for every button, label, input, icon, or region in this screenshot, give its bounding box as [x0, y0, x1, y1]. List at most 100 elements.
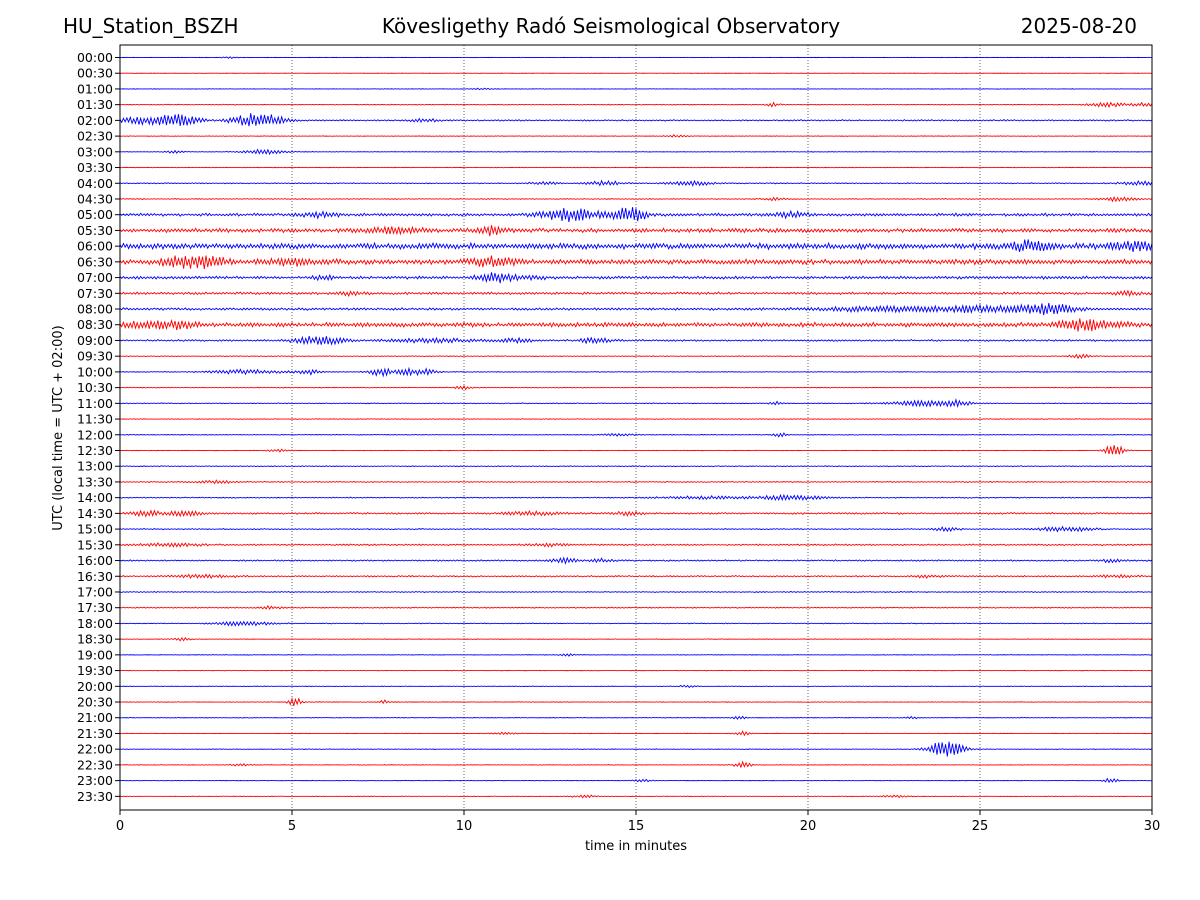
y-tick-label: 17:00	[77, 584, 113, 599]
trace-0600	[119, 239, 1153, 252]
y-tick-label: 07:30	[77, 286, 113, 301]
y-tick-label: 10:00	[77, 364, 113, 379]
y-tick-label: 14:30	[77, 506, 113, 521]
trace-1700	[119, 590, 1153, 594]
y-tick-label: 00:30	[77, 66, 113, 81]
y-tick-label: 01:30	[77, 97, 113, 112]
y-tick-label: 11:00	[77, 396, 113, 411]
trace-1730	[119, 604, 1153, 610]
y-tick-label: 20:30	[77, 695, 113, 710]
y-tick-label: 15:00	[77, 522, 113, 537]
trace-1600	[119, 556, 1153, 565]
trace-1930	[119, 669, 1153, 672]
y-tick-label: 02:30	[77, 129, 113, 144]
y-tick-label: 16:30	[77, 569, 113, 584]
trace-0300	[119, 148, 1153, 156]
y-tick-label: 14:00	[77, 490, 113, 505]
y-tick-label: 13:30	[77, 474, 113, 489]
y-tick-label: 19:00	[77, 647, 113, 662]
trace-2100	[119, 715, 1153, 720]
chart-title: Kövesligethy Radó Seismological Observat…	[381, 14, 841, 38]
y-tick-label: 17:30	[77, 600, 113, 615]
trace-1230	[119, 445, 1153, 455]
y-tick-label: 19:30	[77, 663, 113, 678]
y-tick-label: 08:00	[77, 302, 113, 317]
trace-1130	[119, 418, 1153, 420]
y-tick-label: 10:30	[77, 380, 113, 395]
trace-0430	[119, 196, 1153, 203]
x-tick-label-15: 15	[628, 819, 645, 834]
x-ticks: 0 5 10 15 20 25 30	[116, 810, 1160, 834]
x-tick-label-10: 10	[456, 819, 473, 834]
y-tick-label: 09:00	[77, 333, 113, 348]
y-tick-label: 18:00	[77, 616, 113, 631]
trace-2230	[119, 760, 1153, 769]
y-tick-label: 01:00	[77, 81, 113, 96]
trace-1000	[119, 366, 1153, 378]
trace-0700	[119, 272, 1153, 284]
trace-0730	[119, 289, 1153, 298]
y-tick-label: 18:30	[77, 632, 113, 647]
trace-0130	[119, 101, 1153, 109]
trace-0630	[119, 255, 1153, 270]
plot-frame	[119, 44, 1153, 811]
y-tick-label: 03:00	[77, 144, 113, 159]
chart-date: 2025-08-20	[1020, 14, 1137, 38]
y-tick-label: 21:30	[77, 726, 113, 741]
trace-0500	[119, 207, 1153, 223]
y-tick-label: 04:30	[77, 191, 113, 206]
y-tick-label: 02:00	[77, 113, 113, 128]
trace-1900	[119, 653, 1153, 657]
trace-0230	[119, 134, 1153, 138]
y-tick-label: 06:00	[77, 239, 113, 254]
y-tick-label: 15:30	[77, 537, 113, 552]
y-tick-label: 13:00	[77, 459, 113, 474]
trace-1530	[119, 542, 1153, 548]
trace-0200	[119, 113, 1153, 127]
trace-1300	[119, 465, 1153, 468]
trace-0900	[119, 335, 1153, 346]
y-tick-label: 11:30	[77, 412, 113, 427]
trace-1200	[119, 432, 1153, 438]
trace-0830	[119, 318, 1153, 332]
y-tick-label: 12:30	[77, 443, 113, 458]
x-tick-label-20: 20	[800, 819, 817, 834]
trace-1430	[119, 509, 1153, 518]
seismic-traces	[119, 56, 1153, 799]
y-tick-label: 05:00	[77, 207, 113, 222]
y-tick-label: 06:30	[77, 254, 113, 269]
y-tick-label: 08:30	[77, 317, 113, 332]
trace-0000	[119, 56, 1153, 59]
y-tick-label: 03:30	[77, 160, 113, 175]
y-axis-label: UTC (local time = UTC + 02:00)	[51, 325, 66, 530]
y-tick-label: 20:00	[77, 679, 113, 694]
grid-lines	[291, 45, 981, 810]
trace-1800	[119, 620, 1153, 627]
station-name: HU_Station_BSZH	[63, 14, 239, 38]
trace-0530	[119, 225, 1153, 237]
trace-2030	[119, 697, 1153, 707]
y-tick-label: 21:00	[77, 710, 113, 725]
trace-1830	[119, 636, 1153, 642]
y-tick-label: 23:00	[77, 773, 113, 788]
y-tick-label: 16:00	[77, 553, 113, 568]
trace-2330	[119, 794, 1153, 799]
trace-0330	[119, 166, 1153, 169]
trace-1500	[119, 525, 1153, 533]
y-tick-labels: 00:0000:3001:0001:3002:0002:3003:0003:30…	[77, 50, 120, 804]
trace-1330	[119, 479, 1153, 485]
trace-1400	[119, 493, 1153, 502]
trace-1630	[119, 573, 1153, 580]
trace-1030	[119, 384, 1153, 391]
y-tick-label: 23:30	[77, 789, 113, 804]
y-tick-label: 22:30	[77, 757, 113, 772]
x-tick-label-0: 0	[116, 819, 124, 834]
trace-2000	[119, 684, 1153, 689]
y-tick-label: 05:30	[77, 223, 113, 238]
trace-0400	[119, 179, 1153, 187]
trace-2300	[119, 777, 1153, 784]
y-tick-label: 09:30	[77, 349, 113, 364]
x-axis-label: time in minutes	[585, 839, 687, 854]
y-tick-label: 00:00	[77, 50, 113, 65]
